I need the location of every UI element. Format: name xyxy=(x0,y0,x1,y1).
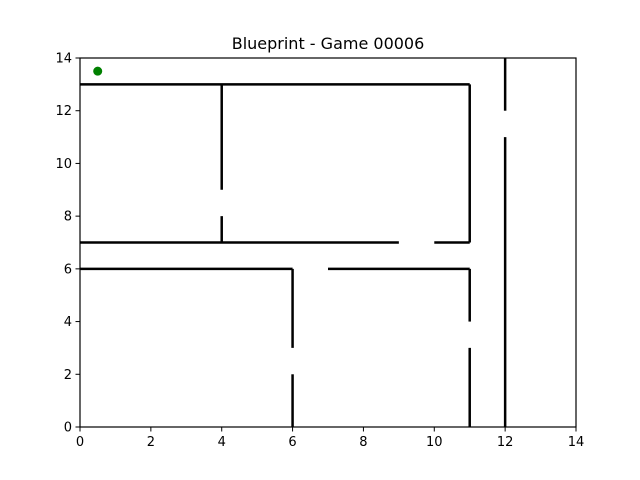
y-tick-label: 12 xyxy=(55,104,72,119)
plot-title: Blueprint - Game 00006 xyxy=(232,34,425,53)
y-tick-label: 8 xyxy=(64,210,72,225)
x-tick-label: 10 xyxy=(426,435,443,450)
x-tick-label: 6 xyxy=(288,435,296,450)
x-tick-label: 14 xyxy=(568,435,585,450)
x-tick-label: 4 xyxy=(218,435,226,450)
y-tick-label: 0 xyxy=(64,421,72,436)
y-tick-label: 4 xyxy=(64,315,72,330)
x-axis-ticks: 0 2 4 6 8 10 12 14 xyxy=(76,427,584,450)
y-tick-label: 14 xyxy=(55,52,72,67)
y-tick-label: 6 xyxy=(64,262,72,277)
axes-frame xyxy=(79,57,577,428)
maze-walls xyxy=(80,58,507,427)
x-tick-label: 0 xyxy=(76,435,84,450)
y-tick-label: 2 xyxy=(64,368,72,383)
y-axis-ticks: 0 2 4 6 8 10 12 14 xyxy=(55,52,80,436)
y-tick-label: 10 xyxy=(55,157,72,172)
player-layer xyxy=(93,66,103,76)
x-tick-label: 8 xyxy=(359,435,367,450)
player-marker xyxy=(93,66,103,76)
x-tick-label: 12 xyxy=(497,435,514,450)
x-tick-label: 2 xyxy=(147,435,155,450)
